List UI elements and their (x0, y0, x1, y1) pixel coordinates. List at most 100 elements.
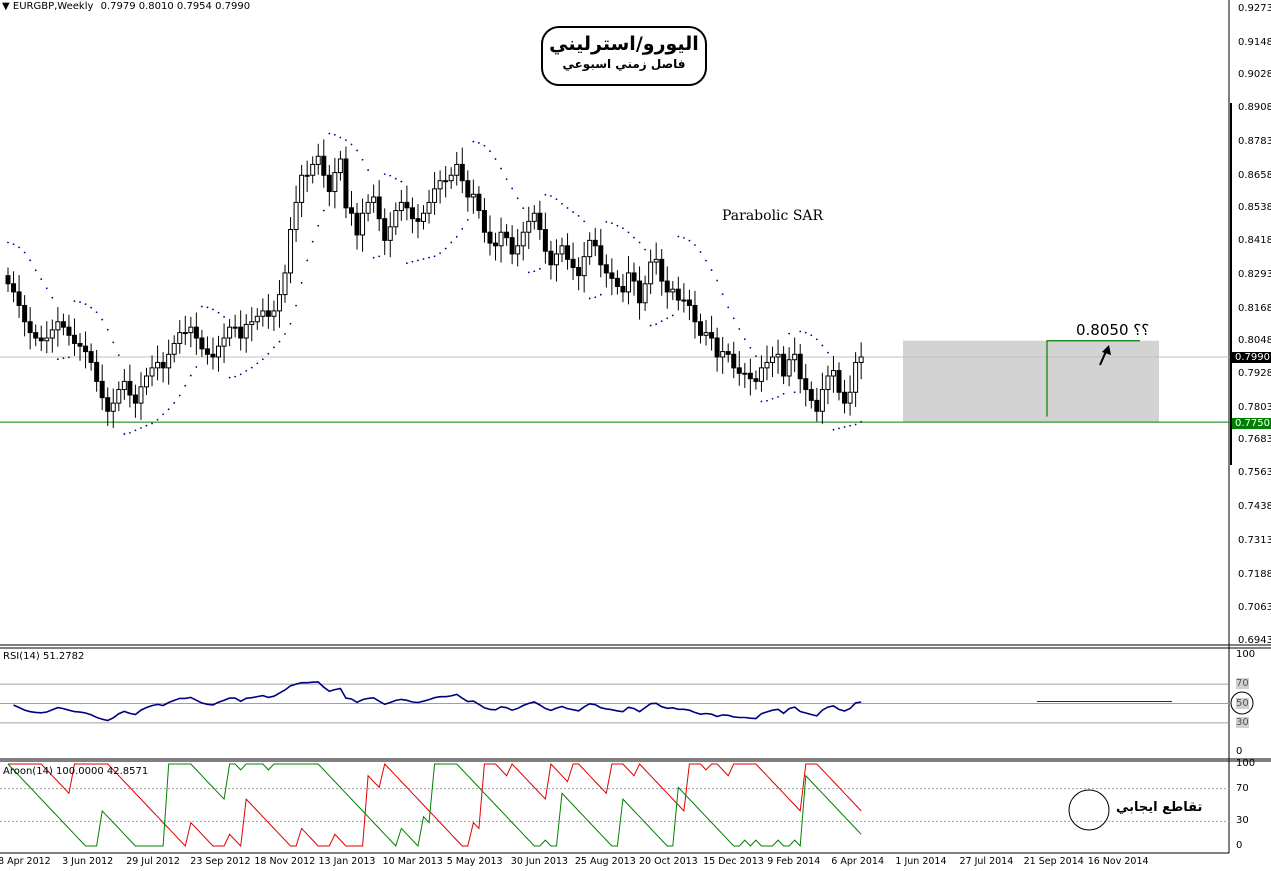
psar-dot (151, 422, 153, 425)
candle-body (227, 326, 233, 339)
candle-body (642, 283, 648, 304)
candle (637, 266, 643, 320)
candle (326, 164, 332, 207)
candle (171, 335, 177, 363)
candle-body (182, 332, 188, 335)
psar-dot (622, 227, 624, 230)
candle-body (321, 155, 327, 176)
psar-dot (599, 293, 602, 296)
candle (476, 186, 482, 219)
candle-body (44, 337, 50, 342)
candle-body (648, 261, 654, 285)
candle-body (132, 394, 138, 404)
psar-dot (372, 256, 375, 259)
psar-dot (583, 220, 586, 223)
candle (747, 358, 753, 396)
psar-dot (732, 317, 735, 320)
candle-body (515, 245, 521, 255)
psar-dot (522, 207, 525, 210)
rsi-label: RSI(14) 51.2782 (3, 651, 85, 662)
candle (675, 276, 681, 311)
title-sub: فاصل زمني اسبوعي (562, 57, 686, 71)
psar-dot (594, 296, 597, 299)
candle-body (576, 266, 582, 277)
dropdown-triangle-icon[interactable]: ▼ (2, 1, 10, 12)
psar-dot (561, 202, 563, 205)
candle-body (199, 337, 205, 350)
candle (110, 388, 116, 429)
candle-body (265, 310, 271, 317)
candle-body (337, 158, 343, 174)
candle (631, 262, 637, 296)
candle (426, 189, 432, 224)
psar-dot (555, 198, 558, 201)
psar-dot (300, 281, 303, 284)
psar-dot (544, 193, 547, 196)
psar-dot (489, 150, 491, 153)
psar-dot (411, 260, 414, 263)
candle (731, 341, 737, 379)
candle-body (254, 315, 260, 323)
candle-body (542, 229, 548, 252)
candle-body (216, 345, 222, 358)
candle (299, 164, 305, 218)
psar-dot (450, 241, 453, 244)
aroon-tick: 70 (1236, 782, 1249, 794)
candle-body (764, 361, 770, 369)
psar-dot (610, 222, 613, 224)
candle (243, 314, 249, 353)
candle (199, 329, 205, 358)
candle (371, 184, 377, 213)
psar-dot (361, 158, 364, 161)
psar-dot (605, 220, 608, 223)
aroon-tick: 30 (1236, 815, 1249, 827)
candle-body (459, 163, 465, 182)
candle (487, 215, 493, 256)
candle (188, 316, 194, 348)
candle (614, 270, 620, 295)
psar-dot (7, 241, 9, 244)
candle-body (16, 291, 22, 306)
price-tick: 0.8783 (1238, 135, 1271, 147)
candle (282, 264, 288, 303)
candle-body (426, 201, 432, 214)
psar-dot (12, 243, 15, 246)
candle (720, 336, 726, 374)
psar-dot (417, 259, 419, 262)
candle (321, 139, 327, 188)
psar-dot (189, 374, 192, 377)
candle (758, 355, 764, 392)
psar-dot (699, 251, 702, 253)
psar-dot (793, 391, 796, 394)
psar-dot (51, 296, 54, 299)
candle (155, 345, 161, 381)
candle (177, 320, 183, 354)
candle-body (243, 323, 249, 339)
candle-body (637, 280, 643, 304)
psar-annotation: Parabolic SAR (722, 208, 824, 224)
psar-dot (273, 346, 275, 349)
psar-dot (333, 133, 336, 136)
price-tick: 0.6943 (1238, 635, 1271, 646)
candle-body (88, 351, 94, 363)
psar-dot (843, 426, 846, 428)
psar-dot (184, 384, 187, 387)
price-tick: 0.9028 (1238, 69, 1271, 81)
psar-dot (95, 311, 98, 314)
time-tick: 18 Nov 2012 (254, 856, 316, 867)
psar-dot (117, 354, 120, 357)
candle-body (382, 218, 388, 241)
psar-dot (777, 395, 779, 398)
candle (138, 372, 144, 420)
psar-dot (760, 400, 763, 403)
psar-dot (838, 427, 840, 430)
candle (548, 240, 554, 280)
candle-body (210, 353, 216, 358)
candle (592, 227, 598, 257)
candle-body (753, 378, 759, 382)
candle-body (742, 372, 748, 375)
candle-body (38, 337, 44, 342)
candle-body (531, 212, 537, 222)
candle (670, 281, 676, 301)
candle (94, 349, 100, 392)
